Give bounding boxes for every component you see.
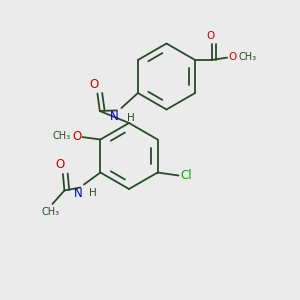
Text: O: O	[72, 130, 81, 143]
Text: O: O	[228, 52, 236, 62]
Text: CH₃: CH₃	[53, 131, 71, 141]
Text: CH₃: CH₃	[42, 207, 60, 217]
Text: O: O	[89, 78, 98, 91]
Text: CH₃: CH₃	[238, 52, 257, 62]
Text: O: O	[55, 158, 64, 171]
Text: H: H	[127, 113, 135, 123]
Text: N: N	[74, 187, 82, 200]
Text: Cl: Cl	[180, 169, 192, 182]
Text: H: H	[89, 188, 97, 197]
Text: O: O	[206, 31, 214, 41]
Text: N: N	[110, 110, 119, 123]
